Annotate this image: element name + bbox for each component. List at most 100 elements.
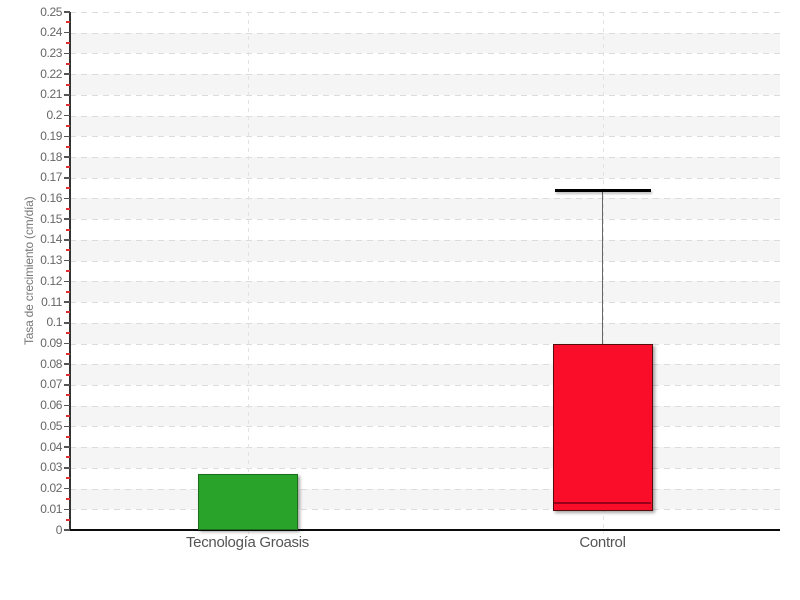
grid-band (70, 322, 780, 344)
y-tick-label: 0.25 (40, 4, 62, 19)
gridline-horizontal (70, 115, 780, 117)
gridline-horizontal (70, 426, 780, 428)
y-tick-label: 0.14 (40, 232, 62, 247)
y-major-tick (64, 280, 70, 283)
grid-band (70, 198, 780, 220)
y-major-tick (64, 94, 70, 96)
grid-band (70, 488, 780, 510)
boxplot-tecnologia-groasis[interactable] (197, 474, 298, 530)
gridline-horizontal (70, 343, 780, 345)
median-line (554, 502, 651, 505)
y-major-tick (64, 197, 70, 200)
y-tick-label: 0.01 (40, 501, 62, 516)
y-minor-tick (66, 249, 70, 252)
y-tick-label: 0.24 (40, 25, 62, 40)
y-tick-label: 0.05 (40, 418, 62, 433)
grid-band (70, 32, 780, 54)
y-minor-tick (66, 228, 70, 231)
gridline-horizontal (70, 12, 780, 13)
gridline-horizontal (70, 384, 780, 386)
y-minor-tick (66, 104, 70, 107)
y-minor-tick (66, 332, 70, 335)
x-category-label-tecnologia-groasis: Tecnología Groasis (185, 534, 309, 551)
grid-band (70, 281, 780, 303)
gridline-horizontal (70, 239, 780, 241)
gridline-horizontal (70, 467, 780, 469)
plot-area (70, 12, 780, 534)
y-major-tick (64, 259, 70, 262)
y-major-tick (64, 508, 70, 511)
y-tick-label: 0.11 (41, 294, 62, 309)
y-tick-label: 0.21 (40, 87, 62, 102)
gridline-horizontal (70, 260, 780, 262)
y-minor-tick (66, 415, 70, 418)
y-major-tick (64, 218, 70, 220)
grid-band (70, 405, 780, 427)
gridline-horizontal (70, 281, 780, 283)
y-major-tick (64, 11, 70, 13)
y-major-tick (64, 467, 70, 469)
y-minor-tick (66, 42, 70, 45)
y-minor-tick (66, 394, 70, 397)
y-minor-tick (66, 21, 70, 24)
grid-band (70, 74, 780, 95)
gridline-horizontal (70, 509, 780, 511)
y-major-tick (64, 363, 70, 365)
x-category-label-control: Control (579, 534, 626, 551)
y-minor-tick (66, 166, 70, 169)
y-major-tick (64, 52, 70, 55)
y-minor-tick (66, 270, 70, 272)
gridline-horizontal (70, 53, 780, 55)
y-major-tick (64, 301, 70, 303)
y-minor-tick (66, 497, 70, 500)
y-tick-label: 0.16 (40, 190, 62, 205)
y-minor-tick (66, 518, 70, 521)
gridline-horizontal (70, 198, 780, 200)
y-minor-tick (66, 124, 70, 127)
y-major-tick (64, 425, 70, 428)
y-tick-label: 0.15 (40, 211, 62, 226)
y-tick-label: 0.2 (46, 108, 63, 123)
whisker-line (601, 190, 604, 344)
y-minor-tick (66, 477, 70, 480)
gridline-vertical (247, 12, 249, 534)
y-tick-label: 0.02 (40, 481, 62, 496)
y-minor-tick (66, 207, 70, 210)
y-tick-label: 0.04 (40, 439, 62, 454)
y-minor-tick (66, 62, 70, 65)
y-major-tick (64, 487, 70, 490)
gridline-horizontal (70, 32, 780, 34)
y-tick-label: 0.19 (40, 128, 62, 143)
y-tick-label: 0.18 (40, 149, 62, 164)
y-major-tick (64, 177, 70, 179)
gridline-horizontal (70, 177, 780, 179)
grid-band (70, 157, 780, 178)
y-tick-label: 0.06 (40, 398, 62, 413)
y-minor-tick (66, 83, 70, 86)
y-major-tick (64, 322, 70, 324)
boxplot-control[interactable] (552, 343, 653, 512)
y-tick-label: 0.09 (40, 336, 62, 351)
y-minor-tick (66, 145, 70, 148)
y-tick-label: 0.22 (40, 66, 62, 81)
gridline-horizontal (70, 447, 780, 449)
gridline-horizontal (70, 405, 780, 407)
grid-band (70, 364, 780, 385)
y-major-tick (64, 529, 70, 531)
y-minor-tick (66, 373, 70, 376)
y-major-tick (64, 446, 70, 448)
y-major-tick (64, 135, 70, 138)
y-major-tick (64, 239, 70, 241)
y-major-tick (64, 342, 70, 345)
gridline-horizontal (70, 94, 780, 96)
y-tick-label: 0.07 (40, 377, 62, 392)
y-minor-tick (66, 352, 70, 355)
grid-band (70, 115, 780, 137)
gridline-horizontal (70, 322, 780, 324)
whisker-cap (554, 188, 651, 192)
y-minor-tick (66, 187, 70, 190)
y-major-tick (64, 384, 70, 386)
y-tick-label: 0.03 (40, 460, 62, 475)
y-tick-label: 0.13 (40, 253, 62, 268)
gridline-horizontal (70, 74, 780, 76)
